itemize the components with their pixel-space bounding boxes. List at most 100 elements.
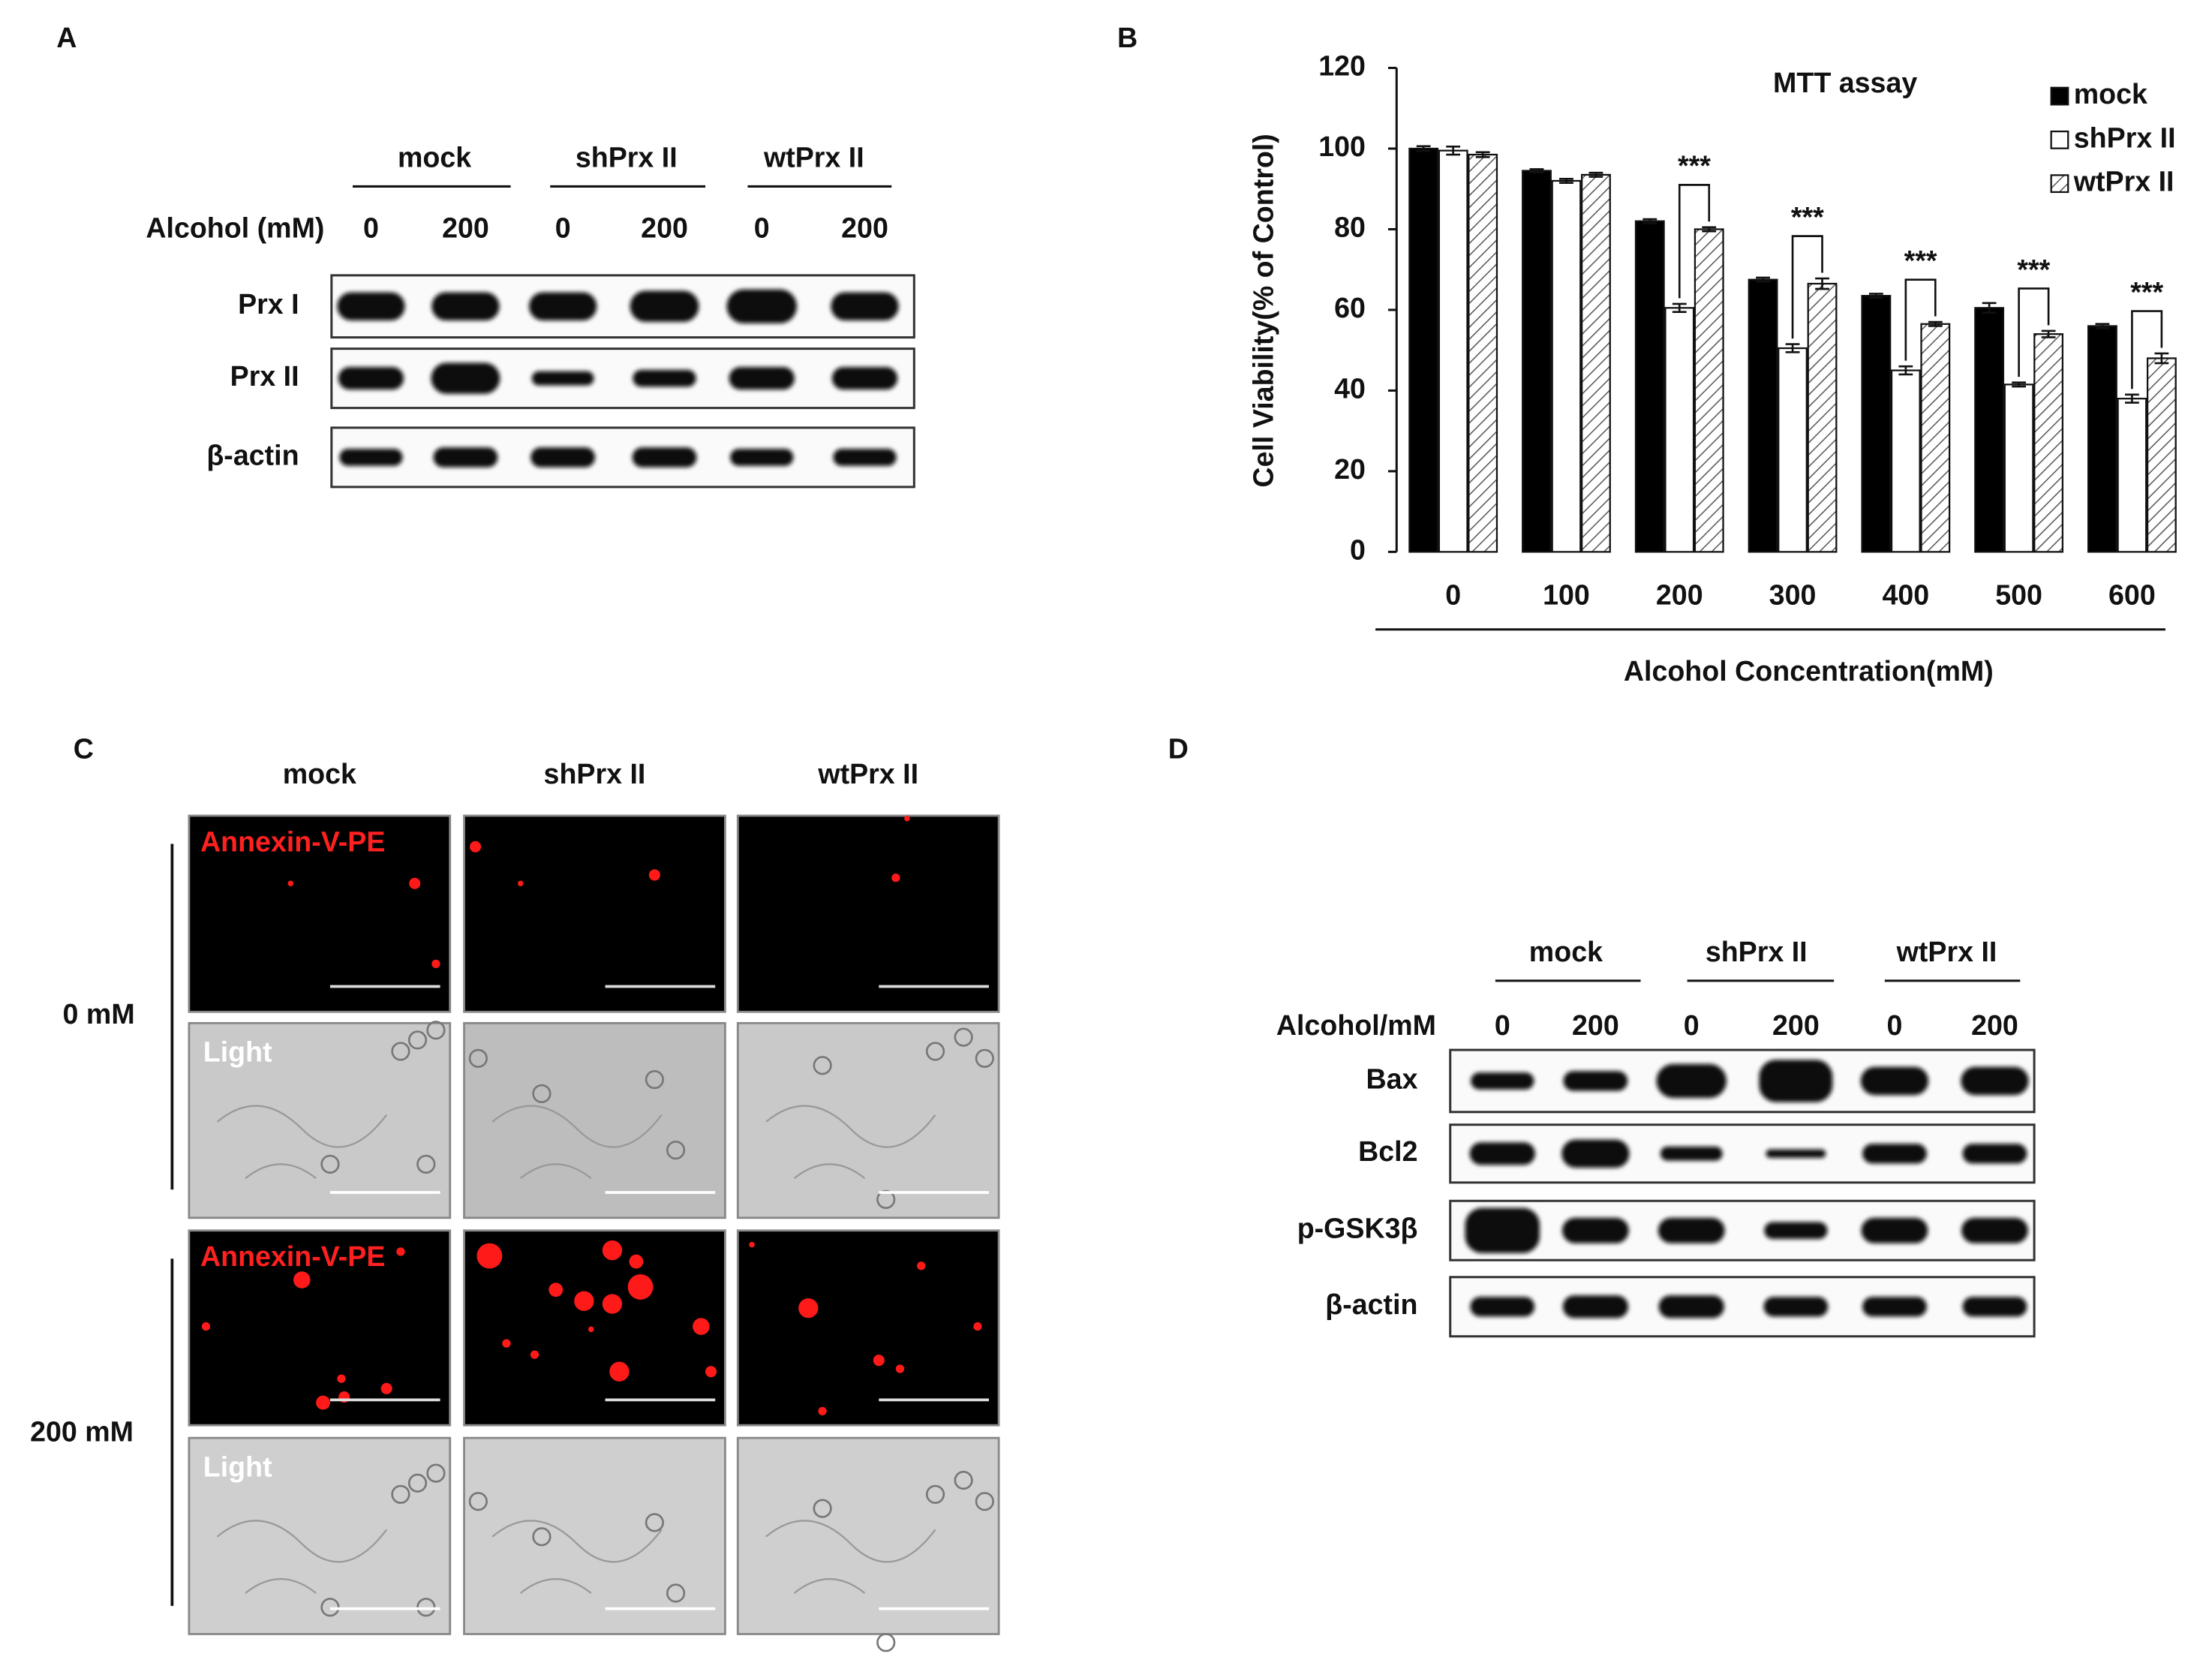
blot-band bbox=[1658, 1295, 1724, 1319]
blot-band bbox=[1469, 1142, 1535, 1165]
cell bbox=[876, 1633, 896, 1652]
blot-band bbox=[531, 371, 594, 386]
lane-label: 200 bbox=[442, 212, 489, 244]
cell bbox=[813, 1056, 832, 1075]
cell bbox=[954, 1470, 973, 1490]
annexin-signal bbox=[287, 880, 294, 886]
error-bar bbox=[1475, 151, 1490, 158]
blot-band bbox=[831, 292, 899, 321]
y-axis-title: Cell Viability(% of Control) bbox=[1247, 134, 1279, 487]
annexin-signal bbox=[574, 1291, 594, 1311]
annexin-signal bbox=[818, 1406, 827, 1416]
blot-label: p-GSK3β bbox=[1297, 1213, 1418, 1244]
error-bar bbox=[2041, 329, 2056, 338]
bar bbox=[1664, 307, 1695, 553]
fluorescence-image bbox=[463, 814, 726, 1013]
blot-band bbox=[1764, 1222, 1828, 1239]
legend-marker bbox=[2050, 174, 2069, 194]
annexin-signal bbox=[602, 1294, 623, 1314]
cell bbox=[391, 1042, 410, 1061]
blot-label: Bax bbox=[1366, 1063, 1418, 1094]
blot-band bbox=[1562, 1217, 1629, 1244]
fluorescence-image bbox=[188, 814, 452, 1013]
significance-label: *** bbox=[1678, 150, 1711, 182]
blot-frame bbox=[330, 274, 915, 339]
blot-band bbox=[1962, 1144, 2027, 1164]
significance-bracket bbox=[1678, 184, 1711, 299]
lane-label: 200 bbox=[641, 212, 688, 244]
x-tick-label: 0 bbox=[1445, 579, 1461, 610]
error-bar bbox=[2124, 393, 2139, 404]
lane-label: 0 bbox=[754, 212, 770, 244]
cell bbox=[666, 1140, 686, 1160]
cell bbox=[975, 1492, 994, 1511]
significance-label: *** bbox=[1791, 201, 1824, 233]
y-tick-label: 120 bbox=[1318, 50, 1366, 81]
annexin-signal bbox=[798, 1298, 819, 1319]
error-bar bbox=[1928, 320, 1943, 327]
annexin-signal bbox=[917, 1262, 926, 1271]
bar bbox=[1890, 369, 1921, 553]
cell-outline bbox=[491, 1520, 663, 1594]
brightfield-image bbox=[736, 1021, 1000, 1219]
legend-marker bbox=[2050, 130, 2069, 149]
x-tick-label: 500 bbox=[1995, 579, 2042, 610]
cell bbox=[645, 1069, 664, 1090]
annexin-signal bbox=[470, 841, 482, 853]
blot-band bbox=[1766, 1149, 1826, 1158]
cell-outline bbox=[216, 1520, 388, 1594]
annexin-signal bbox=[904, 815, 910, 822]
bar bbox=[1468, 153, 1498, 553]
significance-bracket bbox=[2018, 287, 2050, 377]
cell bbox=[391, 1484, 410, 1504]
y-tick-label: 40 bbox=[1334, 372, 1366, 404]
blot-band bbox=[831, 367, 898, 390]
image-label: Annexin-V-PE bbox=[200, 825, 386, 857]
annexin-signal bbox=[409, 877, 421, 889]
significance-bracket bbox=[2131, 310, 2163, 389]
annexin-signal bbox=[293, 1271, 311, 1289]
cell bbox=[532, 1084, 551, 1103]
blot-band bbox=[338, 367, 404, 390]
lane-label: 0 bbox=[363, 212, 379, 244]
cell bbox=[666, 1583, 686, 1603]
brightfield-image bbox=[463, 1436, 726, 1635]
condition-label: Alcohol (mM) bbox=[146, 212, 324, 244]
blot-band bbox=[1471, 1072, 1534, 1090]
blot-band bbox=[1660, 1146, 1723, 1161]
lane-label: 0 bbox=[555, 212, 571, 244]
bar bbox=[1807, 282, 1838, 553]
fluorescence-image bbox=[736, 814, 1000, 1013]
chart-title: MTT assay bbox=[1773, 67, 1917, 98]
annexin-signal bbox=[396, 1247, 405, 1256]
x-tick-label: 300 bbox=[1769, 579, 1817, 610]
x-tick-label: 100 bbox=[1543, 579, 1590, 610]
significance-bracket bbox=[1904, 278, 1937, 361]
blot-band bbox=[1465, 1207, 1540, 1253]
blot-band bbox=[1759, 1060, 1833, 1102]
blot-frame bbox=[1449, 1123, 2036, 1184]
row-label: 200 mM bbox=[30, 1415, 134, 1447]
y-tick-label: 0 bbox=[1350, 534, 1366, 565]
cell-outline bbox=[765, 1105, 936, 1180]
brightfield-image bbox=[463, 1021, 726, 1219]
blot-band bbox=[530, 447, 596, 468]
x-axis-title: Alcohol Concentration(mM) bbox=[1624, 655, 1994, 687]
bar bbox=[2033, 333, 2064, 553]
annexin-signal bbox=[627, 1274, 654, 1300]
panel-label: B bbox=[1117, 22, 1138, 53]
blot-frame bbox=[1449, 1276, 2036, 1338]
cell bbox=[426, 1021, 446, 1040]
legend-label: wtPrx II bbox=[2073, 166, 2174, 197]
blot-band bbox=[1962, 1297, 2027, 1317]
legend-label: shPrx II bbox=[2074, 122, 2176, 153]
blot-band bbox=[833, 449, 897, 466]
blot-band bbox=[729, 367, 795, 390]
blot-band bbox=[431, 292, 500, 321]
blot-frame bbox=[330, 426, 915, 489]
image-label: Light bbox=[203, 1036, 272, 1068]
error-bar bbox=[1416, 145, 1431, 152]
blot-band bbox=[630, 290, 699, 322]
error-bar bbox=[1756, 276, 1770, 283]
annexin-signal bbox=[548, 1283, 564, 1298]
